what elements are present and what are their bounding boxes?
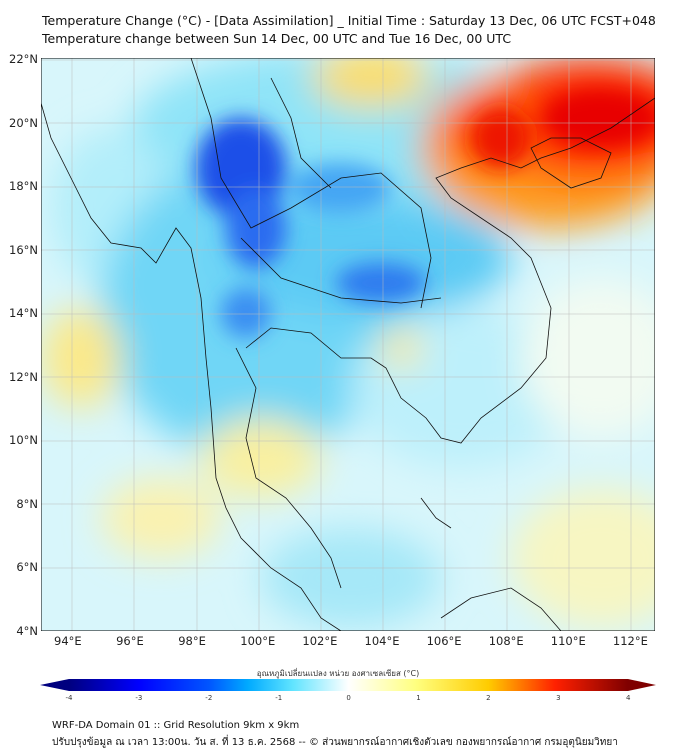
lon-label: 108°E <box>488 634 524 648</box>
lat-label: 22°N <box>9 52 38 66</box>
colorbar-gradient <box>69 679 628 691</box>
footer-line-2: ปรับปรุงข้อมูล ณ เวลา 13:00น. วัน ส. ที่… <box>52 737 618 748</box>
lat-label: 12°N <box>9 369 38 384</box>
lon-label: 96°E <box>116 634 144 648</box>
lat-label: 4°N <box>16 623 38 638</box>
lon-label: 112°E <box>612 634 648 648</box>
colorbar-tick-label: 0 <box>346 694 351 702</box>
colorbar-label: อุณหภูมิเปลี่ยนแปลง หน่วย องศาเซลเซียส (… <box>256 669 420 678</box>
lon-label: 104°E <box>364 634 400 648</box>
colorbar-tick-label: 3 <box>556 694 561 702</box>
coastlines <box>41 58 655 631</box>
title-line-2: Temperature change between Sun 14 Dec, 0… <box>42 31 512 46</box>
title-line-1: Temperature Change (°C) - [Data Assimila… <box>42 13 656 28</box>
lat-label: 10°N <box>9 433 38 447</box>
gridlines <box>41 58 655 631</box>
colorbar-max-extend <box>628 679 656 691</box>
lat-label: 18°N <box>9 179 38 193</box>
lat-label: 14°N <box>9 306 38 320</box>
lon-label: 98°E <box>178 634 206 648</box>
lat-label: 6°N <box>16 560 38 574</box>
colorbar-tick-label: -4 <box>65 694 73 702</box>
lon-label: 100°E <box>240 634 276 648</box>
lon-label: 106°E <box>426 634 462 648</box>
colorbar-tick-label: 1 <box>416 694 421 702</box>
temperature-change-map <box>41 58 655 631</box>
lon-label: 110°E <box>550 634 586 648</box>
colorbar-tick-label: 2 <box>486 694 491 702</box>
footer-line-1: WRF-DA Domain 01 :: Grid Resolution 9km … <box>52 720 300 731</box>
lat-label: 20°N <box>9 115 38 130</box>
colorbar <box>40 679 656 691</box>
colorbar-tick-label: -1 <box>275 694 283 702</box>
lon-label: 94°E <box>54 634 82 648</box>
lat-label: 8°N <box>16 496 38 511</box>
colorbar-tick-label: 4 <box>625 694 631 702</box>
lon-label: 102°E <box>302 634 338 648</box>
colorbar-tick-label: -2 <box>205 694 213 702</box>
colorbar-tick-label: -3 <box>135 694 143 702</box>
field-blobs <box>41 58 655 628</box>
lat-label: 16°N <box>9 242 38 257</box>
colorbar-min-extend <box>40 679 69 691</box>
